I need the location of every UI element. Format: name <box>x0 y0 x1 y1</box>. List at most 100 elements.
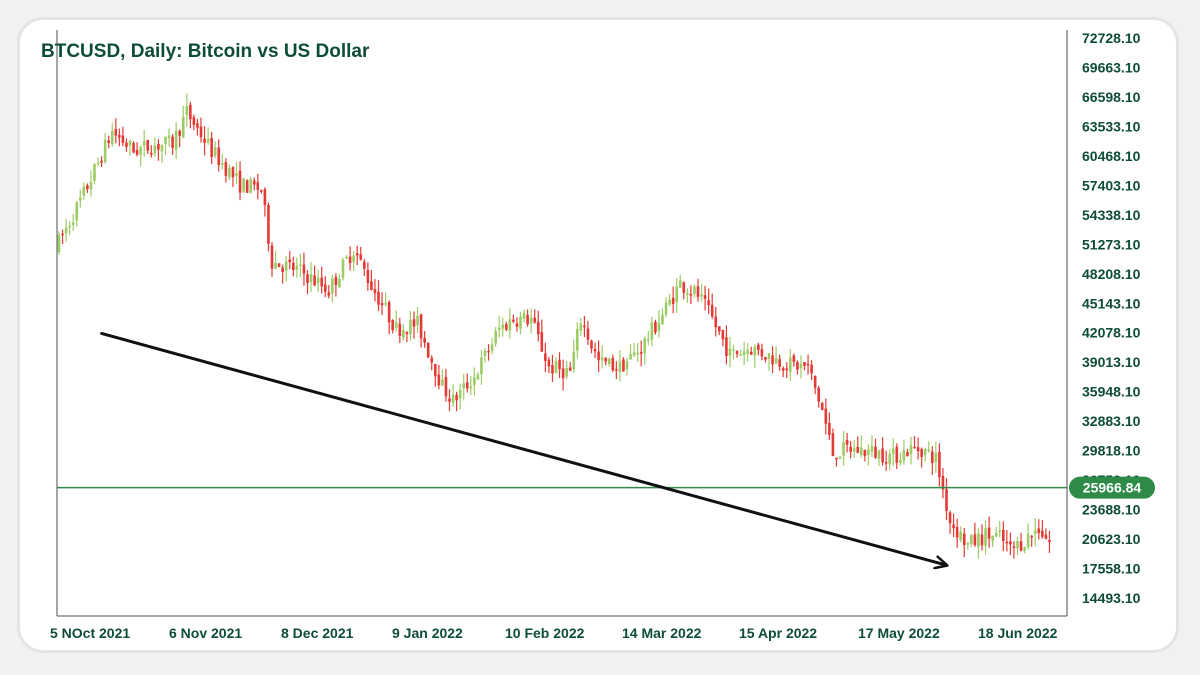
candle <box>68 221 71 235</box>
candle <box>906 448 909 457</box>
candle <box>299 253 302 278</box>
candle <box>171 133 174 155</box>
candle <box>629 344 632 360</box>
candle <box>721 329 725 347</box>
candle <box>419 313 423 348</box>
candle <box>934 441 938 473</box>
candle <box>586 320 590 346</box>
candle <box>323 276 327 298</box>
candle <box>430 355 434 371</box>
x-tick-label: 15 Apr 2022 <box>739 625 817 641</box>
candle <box>913 436 916 449</box>
x-tick-label: 9 Jan 2022 <box>392 625 463 641</box>
candle <box>1026 523 1030 550</box>
chart-card: BTCUSD, Daily: Bitcoin vs US Dollar 7272… <box>17 17 1179 653</box>
candle <box>661 308 664 325</box>
candle <box>870 435 874 458</box>
candle <box>128 139 132 156</box>
candle <box>320 266 323 294</box>
candle <box>1044 528 1048 540</box>
candle <box>451 384 455 407</box>
candle <box>938 443 941 487</box>
candle <box>142 130 146 157</box>
y-tick-label: 57403.10 <box>1082 177 1141 193</box>
candle <box>1005 529 1009 552</box>
candle <box>462 373 465 401</box>
candle <box>497 316 501 338</box>
candle <box>224 158 228 183</box>
candle <box>778 354 781 371</box>
candle <box>391 319 394 334</box>
candle <box>618 350 622 382</box>
current-price-badge: 25966.84 <box>1069 476 1155 499</box>
candle <box>742 341 746 366</box>
candle <box>373 279 377 302</box>
candle <box>181 105 185 139</box>
candle <box>313 265 316 287</box>
candle <box>753 344 757 368</box>
candle <box>941 467 945 499</box>
candle <box>689 285 693 305</box>
x-tick-label: 14 Mar 2022 <box>622 625 702 641</box>
candle <box>696 278 700 302</box>
candle <box>551 354 554 382</box>
candle <box>877 449 881 466</box>
candle <box>228 164 231 181</box>
candle <box>487 344 490 361</box>
candle <box>160 144 164 163</box>
candle <box>93 163 96 185</box>
y-tick-label: 32883.10 <box>1082 413 1141 429</box>
candle <box>558 352 561 378</box>
candle <box>263 187 267 217</box>
candle <box>363 258 366 277</box>
candle <box>849 440 852 459</box>
y-tick-label: 42078.10 <box>1082 325 1141 341</box>
candle <box>494 327 497 347</box>
candle <box>533 309 536 324</box>
candle <box>483 348 487 363</box>
y-tick-label: 54338.10 <box>1082 207 1141 223</box>
candle <box>1037 519 1041 540</box>
candle <box>380 292 384 316</box>
candle <box>366 262 370 291</box>
candle <box>597 340 600 373</box>
candle <box>110 123 114 147</box>
candle <box>82 182 86 200</box>
candle <box>899 452 902 466</box>
candle <box>785 361 789 379</box>
candle <box>686 288 689 303</box>
candle <box>916 437 920 460</box>
candle <box>966 542 970 550</box>
candle <box>79 189 82 208</box>
candle <box>820 401 824 411</box>
candle <box>178 129 181 148</box>
candle <box>405 331 409 343</box>
candle <box>923 447 927 462</box>
candle <box>593 342 597 359</box>
y-tick-label: 63533.10 <box>1082 118 1141 134</box>
candle <box>771 346 774 373</box>
candle <box>760 343 764 361</box>
candle <box>480 349 483 385</box>
candle <box>895 443 899 470</box>
candle <box>682 281 686 300</box>
y-tick-label: 48208.10 <box>1082 266 1141 282</box>
candle <box>831 428 835 457</box>
candle <box>139 145 142 167</box>
candle <box>863 449 867 462</box>
candle <box>167 128 171 147</box>
candle <box>221 153 224 170</box>
candle <box>118 128 121 147</box>
downtrend-arrow <box>100 331 947 565</box>
candle <box>274 250 277 270</box>
candle <box>164 136 167 156</box>
candle <box>416 306 419 333</box>
candle <box>728 336 732 368</box>
candle <box>540 319 544 353</box>
candle <box>370 270 373 291</box>
candle <box>423 330 426 348</box>
y-tick-label: 23688.10 <box>1082 502 1141 518</box>
candle <box>444 368 448 402</box>
candle <box>505 321 508 332</box>
candle <box>64 219 68 242</box>
